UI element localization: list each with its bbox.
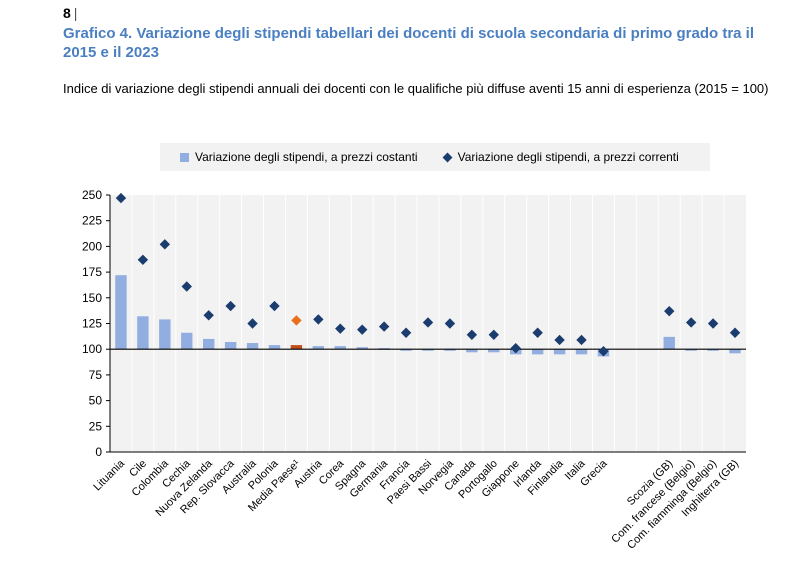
bar-constant-9 bbox=[290, 345, 303, 350]
diamond-current-6 bbox=[225, 300, 236, 312]
bar-constant-11 bbox=[334, 346, 346, 350]
bar-swatch-icon bbox=[180, 152, 189, 162]
y-tick-label: 125 bbox=[82, 317, 102, 331]
diamond-current-5 bbox=[203, 310, 214, 321]
bar-constant-2 bbox=[137, 316, 149, 350]
y-tick-label: 175 bbox=[82, 265, 102, 279]
y-tick-label: 0 bbox=[95, 445, 102, 459]
chart-subtitle: Indice di variazione degli stipendi annu… bbox=[63, 81, 769, 96]
diamond-current-9 bbox=[291, 315, 302, 326]
diamond-current-26 bbox=[664, 305, 675, 317]
bar-constant-14 bbox=[400, 349, 412, 351]
y-tick-label: 225 bbox=[82, 214, 102, 228]
bar-constant-15 bbox=[422, 349, 434, 351]
diamond-current-10 bbox=[313, 314, 324, 325]
bar-constant-5 bbox=[202, 338, 215, 350]
y-tick-label: 250 bbox=[82, 188, 102, 202]
bar-constant-10 bbox=[312, 346, 325, 350]
y-tick-label: 100 bbox=[82, 342, 102, 356]
y-tick-label: 75 bbox=[89, 368, 103, 382]
diamond-current-12 bbox=[357, 324, 368, 335]
diamond-current-1 bbox=[115, 192, 127, 204]
bar-constant-26 bbox=[663, 336, 675, 350]
bar-constant-6 bbox=[224, 342, 237, 350]
bar-constant-17 bbox=[466, 349, 478, 353]
diamond-current-3 bbox=[159, 239, 171, 250]
diamond-current-16 bbox=[444, 318, 456, 329]
diamond-current-8 bbox=[269, 300, 280, 312]
y-tick-label: 25 bbox=[89, 419, 103, 433]
bar-constant-7 bbox=[246, 343, 259, 350]
bar-constant-3 bbox=[159, 319, 171, 350]
diamond-current-7 bbox=[247, 318, 258, 329]
bar-constant-22 bbox=[575, 349, 588, 355]
page-number: 8 | bbox=[63, 5, 78, 21]
y-tick-label: 150 bbox=[82, 291, 102, 305]
chart-legend: Variazione degli stipendi, a prezzi cost… bbox=[160, 143, 710, 171]
diamond-current-11 bbox=[335, 323, 346, 334]
legend-label-current: Variazione degli stipendi, a prezzi corr… bbox=[457, 150, 679, 164]
x-tick-label: Lituania bbox=[91, 457, 127, 493]
diamond-current-17 bbox=[466, 329, 478, 341]
legend-item-constant: Variazione degli stipendi, a prezzi cost… bbox=[180, 150, 418, 164]
bar-constant-4 bbox=[181, 332, 193, 350]
diamond-current-19 bbox=[510, 342, 521, 354]
bar-constant-29 bbox=[729, 349, 741, 354]
diamond-current-20 bbox=[532, 327, 543, 338]
diamond-current-18 bbox=[488, 329, 499, 341]
diamond-current-27 bbox=[685, 317, 697, 328]
bar-constant-12 bbox=[356, 347, 368, 350]
chart-title: Grafico 4. Variazione degli stipendi tab… bbox=[63, 25, 755, 61]
diamond-current-22 bbox=[576, 334, 587, 346]
diamond-current-4 bbox=[181, 281, 192, 292]
diamond-current-14 bbox=[400, 327, 412, 338]
diamond-current-2 bbox=[137, 254, 149, 265]
bar-constant-16 bbox=[444, 349, 456, 351]
bar-constant-1 bbox=[115, 275, 127, 350]
bar-constant-21 bbox=[553, 349, 566, 355]
legend-item-current: Variazione degli stipendi, a prezzi corr… bbox=[442, 150, 679, 164]
diamond-current-15 bbox=[422, 317, 434, 328]
y-tick-label: 50 bbox=[89, 394, 103, 408]
legend-label-constant: Variazione degli stipendi, a prezzi cost… bbox=[195, 150, 418, 164]
bar-constant-28 bbox=[707, 349, 719, 351]
bar-constant-27 bbox=[685, 349, 697, 351]
bar-constant-18 bbox=[488, 349, 500, 353]
diamond-current-21 bbox=[554, 334, 565, 346]
y-tick-label: 200 bbox=[82, 239, 102, 253]
diamond-current-28 bbox=[707, 318, 719, 329]
diamond-current-13 bbox=[378, 321, 390, 332]
bar-constant-20 bbox=[531, 349, 544, 355]
x-tick-label: Com. fiamminga (Belgio) bbox=[625, 458, 719, 552]
diamond-current-29 bbox=[729, 327, 741, 338]
diamond-current-23 bbox=[598, 346, 609, 357]
bar-constant-8 bbox=[268, 345, 281, 350]
